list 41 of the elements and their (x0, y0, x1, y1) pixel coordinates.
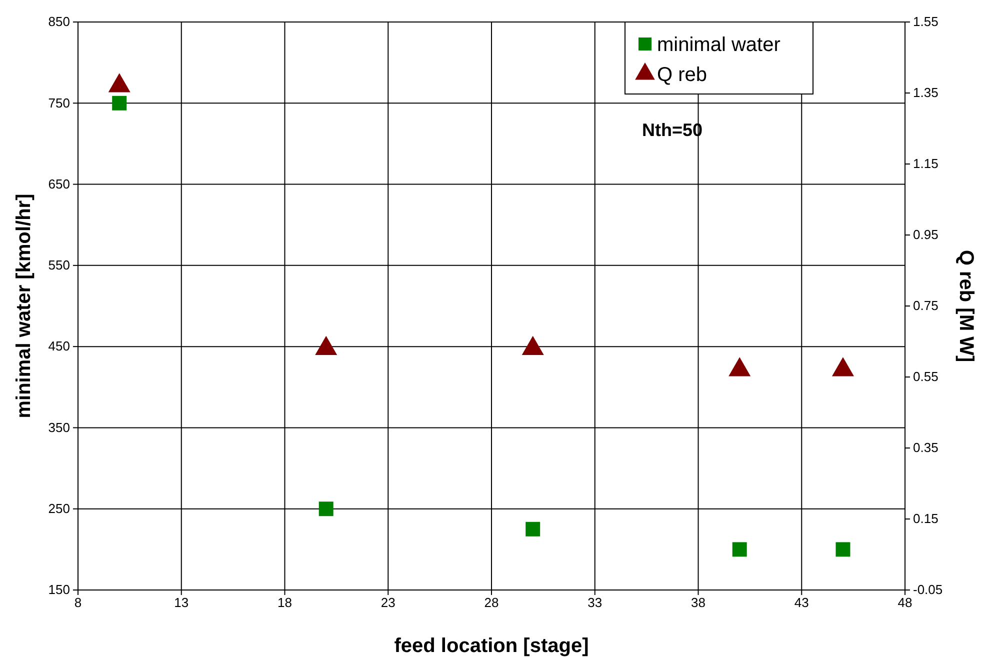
legend-label: minimal water (657, 34, 781, 56)
y2-tick-label: 0.35 (913, 440, 938, 456)
legend-label: Q reb (657, 64, 708, 86)
x-tick-label: 8 (74, 595, 82, 610)
x-tick-label: 18 (278, 595, 292, 610)
x-tick-label: 33 (588, 595, 602, 610)
y2-tick-label: 1.35 (913, 85, 938, 100)
x-tick-label: 38 (691, 595, 706, 610)
y-tick-label: 450 (48, 338, 70, 354)
y2-tick-label: -0.05 (913, 582, 943, 598)
y-tick-label: 850 (48, 14, 70, 30)
point (832, 357, 854, 376)
y-tick-label: 550 (48, 258, 70, 273)
x-tick-label: 28 (484, 595, 499, 610)
point (522, 336, 544, 355)
y2-tick-label: 1.55 (913, 14, 938, 30)
y2-tick-label: 0.95 (913, 227, 938, 242)
x-tick-label: 13 (174, 595, 189, 610)
y2-tick-label: 0.75 (913, 298, 938, 314)
x-tick-label: 48 (898, 595, 912, 610)
y-tick-label: 150 (48, 582, 70, 598)
point (728, 357, 751, 376)
y2-axis-title: Q reb [M W] (955, 250, 977, 362)
point (318, 502, 334, 516)
x-tick-label: 43 (794, 595, 809, 610)
point (112, 96, 127, 110)
point (732, 542, 747, 557)
x-tick-label: 23 (380, 595, 396, 610)
y2-tick-label: 1.15 (913, 156, 938, 172)
point (836, 542, 850, 557)
point (526, 522, 540, 536)
y-tick-label: 250 (48, 501, 70, 516)
y-tick-label: 650 (48, 176, 70, 192)
y-tick-label: 750 (48, 95, 70, 110)
y2-tick-label: 0.15 (913, 511, 938, 526)
x-axis-title: feed location [stage] (394, 635, 589, 657)
point (315, 336, 338, 355)
y-axis-title: minimal water [kmol/hr] (13, 194, 35, 418)
point (108, 73, 130, 92)
y2-tick-label: 0.55 (913, 369, 938, 384)
y-tick-label: 350 (48, 420, 70, 435)
